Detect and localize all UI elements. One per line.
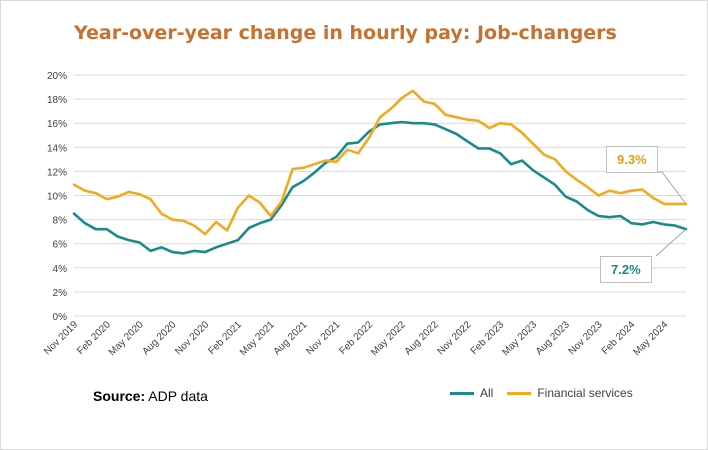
y-axis-tick-labels: 0% 2% 4% 6% 8% 10% 12% 14% 16% 18% 20%: [47, 71, 67, 323]
gridlines: [74, 74, 686, 317]
y-tick-label: 4%: [53, 264, 68, 275]
y-tick-label: 14%: [47, 143, 67, 154]
legend-item-all: All: [450, 386, 493, 400]
y-tick-label: 2%: [53, 288, 68, 299]
series-line-all: [72, 120, 688, 255]
x-tick-label: Nov 2023: [567, 319, 605, 357]
financial-services-callout-leader: [612, 171, 687, 205]
x-tick-label: May 2020: [107, 319, 146, 358]
legend-label-financial-services: Financial services: [537, 386, 633, 400]
x-tick-label: May 2024: [631, 319, 670, 358]
x-tick-label: Aug 2023: [534, 319, 572, 357]
all-callout-value: 7.2%: [611, 262, 641, 277]
source-note: Source: ADP data: [93, 388, 208, 404]
y-tick-label: 10%: [47, 192, 67, 203]
legend-swatch-financial-services: [507, 391, 532, 395]
all-callout-leader: [655, 228, 687, 257]
y-tick-label: 20%: [47, 71, 67, 82]
y-tick-label: 12%: [47, 167, 67, 178]
y-tick-label: 0%: [53, 312, 68, 323]
data-series: [72, 89, 688, 255]
x-tick-label: Nov 2022: [435, 319, 473, 357]
legend-label-all: All: [480, 386, 494, 400]
chart-title: Year-over-year change in hourly pay: Job…: [74, 22, 617, 44]
y-tick-label: 16%: [47, 119, 67, 130]
x-tick-label: Aug 2020: [140, 319, 178, 357]
source-label: Source:: [93, 388, 146, 404]
x-tick-label: Nov 2020: [173, 319, 211, 357]
y-tick-label: 6%: [53, 240, 68, 251]
x-tick-label: Nov 2019: [42, 319, 80, 357]
x-tick-label: May 2021: [238, 319, 277, 358]
financial-services-callout-value: 9.3%: [617, 152, 647, 167]
all-callout: 7.2%: [600, 256, 652, 283]
x-tick-label: May 2023: [500, 319, 539, 358]
x-tick-label: Aug 2022: [403, 319, 441, 357]
legend-item-financial-services: Financial services: [507, 386, 633, 400]
chart-legend: All Financial services: [450, 386, 647, 400]
x-tick-label: Aug 2021: [272, 319, 310, 357]
legend-swatch-all: [450, 391, 474, 395]
series-line-financial-services: [72, 89, 688, 236]
source-text: ADP data: [148, 388, 208, 404]
y-tick-label: 8%: [53, 216, 68, 227]
financial-services-callout: 9.3%: [606, 146, 658, 173]
x-tick-label: Nov 2021: [304, 319, 342, 357]
y-tick-label: 18%: [47, 95, 67, 106]
x-tick-label: May 2022: [369, 319, 408, 358]
